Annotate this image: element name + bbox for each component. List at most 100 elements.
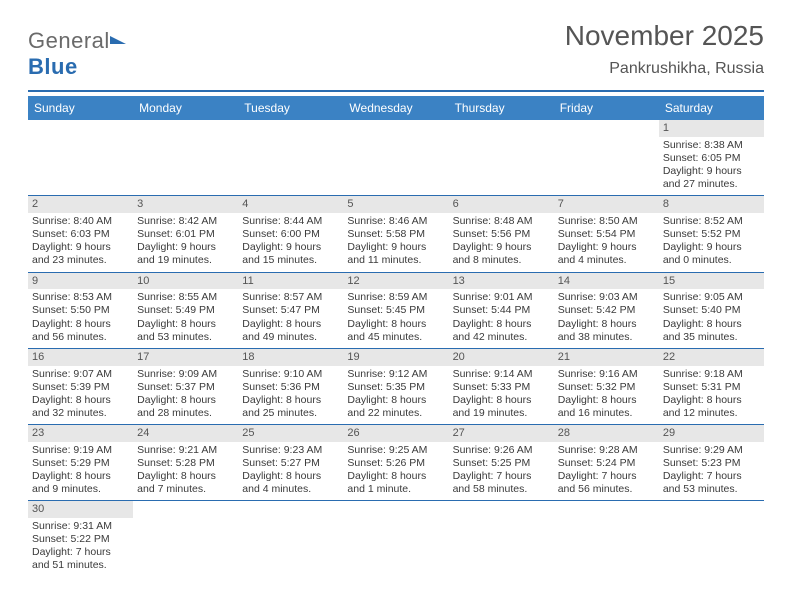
- day-of-week-label: Friday: [554, 96, 659, 120]
- daylight-text: Daylight: 8 hours and 16 minutes.: [558, 394, 655, 420]
- logo-text-1: General: [28, 28, 110, 53]
- sunrise-text: Sunrise: 9:29 AM: [663, 444, 760, 457]
- sunrise-text: Sunrise: 9:07 AM: [32, 368, 129, 381]
- daylight-text: Daylight: 9 hours and 15 minutes.: [242, 241, 339, 267]
- day-number: 27: [449, 425, 554, 442]
- daylight-text: Daylight: 8 hours and 1 minute.: [347, 470, 444, 496]
- sunset-text: Sunset: 5:47 PM: [242, 304, 339, 317]
- day-cell: 8Sunrise: 8:52 AMSunset: 5:52 PMDaylight…: [659, 196, 764, 271]
- sunset-text: Sunset: 5:28 PM: [137, 457, 234, 470]
- calendar: SundayMondayTuesdayWednesdayThursdayFrid…: [28, 96, 764, 577]
- day-cell: 3Sunrise: 8:42 AMSunset: 6:01 PMDaylight…: [133, 196, 238, 271]
- day-number: 19: [343, 349, 448, 366]
- day-cell: 24Sunrise: 9:21 AMSunset: 5:28 PMDayligh…: [133, 425, 238, 500]
- empty-cell: [28, 120, 133, 195]
- sunrise-text: Sunrise: 9:16 AM: [558, 368, 655, 381]
- day-of-week-label: Tuesday: [238, 96, 343, 120]
- page: General Blue November 2025 Pankrushikha,…: [0, 0, 792, 612]
- sunrise-text: Sunrise: 8:57 AM: [242, 291, 339, 304]
- empty-cell: [449, 120, 554, 195]
- sunrise-text: Sunrise: 8:44 AM: [242, 215, 339, 228]
- sunset-text: Sunset: 5:23 PM: [663, 457, 760, 470]
- page-title: November 2025: [565, 20, 764, 52]
- day-number: 1: [659, 120, 764, 137]
- sunrise-text: Sunrise: 9:21 AM: [137, 444, 234, 457]
- day-cell: 5Sunrise: 8:46 AMSunset: 5:58 PMDaylight…: [343, 196, 448, 271]
- day-number: 9: [28, 273, 133, 290]
- daylight-text: Daylight: 8 hours and 25 minutes.: [242, 394, 339, 420]
- daylight-text: Daylight: 7 hours and 58 minutes.: [453, 470, 550, 496]
- sunrise-text: Sunrise: 8:52 AM: [663, 215, 760, 228]
- sunrise-text: Sunrise: 9:14 AM: [453, 368, 550, 381]
- sunset-text: Sunset: 6:05 PM: [663, 152, 760, 165]
- daylight-text: Daylight: 8 hours and 19 minutes.: [453, 394, 550, 420]
- daylight-text: Daylight: 8 hours and 4 minutes.: [242, 470, 339, 496]
- empty-cell: [343, 120, 448, 195]
- sunset-text: Sunset: 5:27 PM: [242, 457, 339, 470]
- sunset-text: Sunset: 5:35 PM: [347, 381, 444, 394]
- day-cell: 11Sunrise: 8:57 AMSunset: 5:47 PMDayligh…: [238, 273, 343, 348]
- day-cell: 13Sunrise: 9:01 AMSunset: 5:44 PMDayligh…: [449, 273, 554, 348]
- sunrise-text: Sunrise: 9:03 AM: [558, 291, 655, 304]
- sunrise-text: Sunrise: 9:26 AM: [453, 444, 550, 457]
- logo-text-2: Blue: [28, 54, 78, 79]
- day-cell: 22Sunrise: 9:18 AMSunset: 5:31 PMDayligh…: [659, 349, 764, 424]
- sunset-text: Sunset: 5:50 PM: [32, 304, 129, 317]
- sunset-text: Sunset: 5:37 PM: [137, 381, 234, 394]
- day-number: 18: [238, 349, 343, 366]
- day-number: 2: [28, 196, 133, 213]
- day-cell: 1Sunrise: 8:38 AMSunset: 6:05 PMDaylight…: [659, 120, 764, 195]
- day-of-week-header: SundayMondayTuesdayWednesdayThursdayFrid…: [28, 96, 764, 120]
- logo-flag-icon: [108, 34, 128, 50]
- day-cell: 14Sunrise: 9:03 AMSunset: 5:42 PMDayligh…: [554, 273, 659, 348]
- day-cell: 29 Sunrise: 9:29 AMSunset: 5:23 PMDayligh…: [659, 425, 764, 500]
- day-cell: 4Sunrise: 8:44 AMSunset: 6:00 PMDaylight…: [238, 196, 343, 271]
- daylight-text: Daylight: 7 hours and 53 minutes.: [663, 470, 760, 496]
- logo: General Blue: [28, 28, 128, 80]
- week-row: 30Sunrise: 9:31 AMSunset: 5:22 PMDayligh…: [28, 501, 764, 576]
- day-number: 25: [238, 425, 343, 442]
- day-number: 15: [659, 273, 764, 290]
- empty-cell: [449, 501, 554, 576]
- day-number: 23: [28, 425, 133, 442]
- sunrise-text: Sunrise: 8:59 AM: [347, 291, 444, 304]
- empty-cell: [554, 501, 659, 576]
- week-row: 23Sunrise: 9:19 AMSunset: 5:29 PMDayligh…: [28, 425, 764, 501]
- day-of-week-label: Wednesday: [343, 96, 448, 120]
- day-cell: 12Sunrise: 8:59 AMSunset: 5:45 PMDayligh…: [343, 273, 448, 348]
- day-number: 24: [133, 425, 238, 442]
- empty-cell: [238, 501, 343, 576]
- weeks-container: 1Sunrise: 8:38 AMSunset: 6:05 PMDaylight…: [28, 120, 764, 577]
- daylight-text: Daylight: 8 hours and 22 minutes.: [347, 394, 444, 420]
- daylight-text: Daylight: 9 hours and 0 minutes.: [663, 241, 760, 267]
- week-row: 2Sunrise: 8:40 AMSunset: 6:03 PMDaylight…: [28, 196, 764, 272]
- header: General Blue November 2025 Pankrushikha,…: [28, 20, 764, 96]
- daylight-text: Daylight: 9 hours and 27 minutes.: [663, 165, 760, 191]
- empty-cell: [238, 120, 343, 195]
- sunset-text: Sunset: 5:22 PM: [32, 533, 129, 546]
- empty-cell: [133, 501, 238, 576]
- day-number: 13: [449, 273, 554, 290]
- day-cell: 10Sunrise: 8:55 AMSunset: 5:49 PMDayligh…: [133, 273, 238, 348]
- day-number: 29: [659, 425, 764, 442]
- sunrise-text: Sunrise: 9:18 AM: [663, 368, 760, 381]
- sunrise-text: Sunrise: 8:50 AM: [558, 215, 655, 228]
- sunset-text: Sunset: 5:32 PM: [558, 381, 655, 394]
- daylight-text: Daylight: 8 hours and 56 minutes.: [32, 318, 129, 344]
- sunset-text: Sunset: 5:45 PM: [347, 304, 444, 317]
- day-cell: 23Sunrise: 9:19 AMSunset: 5:29 PMDayligh…: [28, 425, 133, 500]
- sunset-text: Sunset: 5:52 PM: [663, 228, 760, 241]
- daylight-text: Daylight: 9 hours and 11 minutes.: [347, 241, 444, 267]
- day-number: 3: [133, 196, 238, 213]
- day-cell: 27Sunrise: 9:26 AMSunset: 5:25 PMDayligh…: [449, 425, 554, 500]
- sunset-text: Sunset: 5:24 PM: [558, 457, 655, 470]
- day-number: 7: [554, 196, 659, 213]
- sunrise-text: Sunrise: 8:55 AM: [137, 291, 234, 304]
- day-of-week-label: Thursday: [449, 96, 554, 120]
- day-number: 11: [238, 273, 343, 290]
- sunrise-text: Sunrise: 8:46 AM: [347, 215, 444, 228]
- sunrise-text: Sunrise: 9:10 AM: [242, 368, 339, 381]
- sunset-text: Sunset: 5:31 PM: [663, 381, 760, 394]
- day-cell: 19Sunrise: 9:12 AMSunset: 5:35 PMDayligh…: [343, 349, 448, 424]
- daylight-text: Daylight: 9 hours and 23 minutes.: [32, 241, 129, 267]
